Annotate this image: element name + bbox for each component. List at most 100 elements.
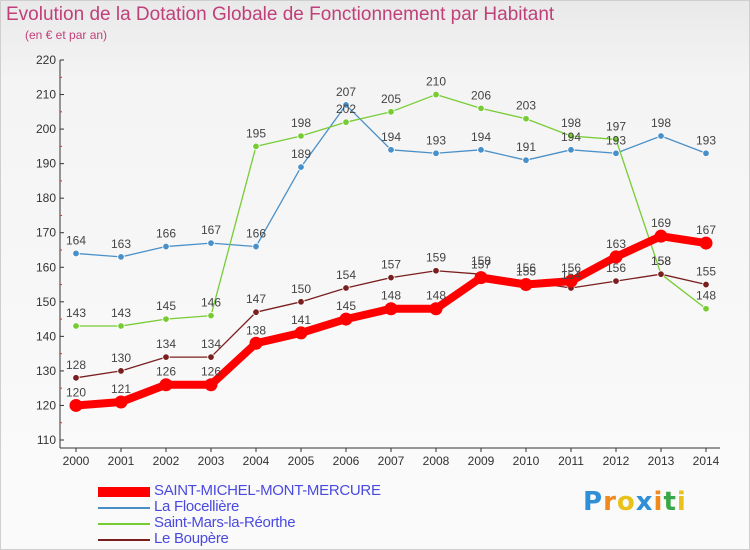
data-label-0: 138 xyxy=(246,323,266,337)
x-tick-label: 2008 xyxy=(423,454,450,468)
y-tick-label: 220 xyxy=(36,53,56,67)
data-label-1: 163 xyxy=(111,237,131,251)
x-tick-label: 2010 xyxy=(513,454,540,468)
data-label-1: 167 xyxy=(201,223,221,237)
series-point-0 xyxy=(654,229,668,243)
series-point-2 xyxy=(72,322,80,330)
series-point-3 xyxy=(72,374,80,382)
series-point-2 xyxy=(117,322,125,330)
logo-letter: P xyxy=(583,487,604,517)
series-point-1 xyxy=(702,149,710,157)
series-point-3 xyxy=(432,267,440,275)
series-point-2 xyxy=(252,142,260,151)
data-label-3: 155 xyxy=(696,265,716,279)
x-tick-label: 2011 xyxy=(558,454,584,468)
chart-title: Evolution de la Dotation Globale de Fonc… xyxy=(6,4,555,25)
series-point-1 xyxy=(252,242,260,251)
series-point-3 xyxy=(162,353,170,361)
legend-swatch xyxy=(98,539,150,541)
series-point-0 xyxy=(339,312,353,326)
data-label-0: 145 xyxy=(336,299,356,313)
series-point-2 xyxy=(432,90,440,99)
x-tick-label: 2001 xyxy=(108,454,135,468)
data-label-0: 169 xyxy=(651,216,671,230)
data-label-1: 189 xyxy=(291,147,311,161)
logo-letter: i xyxy=(676,487,687,517)
x-tick-label: 2013 xyxy=(648,454,675,468)
data-label-0: 167 xyxy=(696,223,716,237)
series-point-0 xyxy=(69,398,83,412)
data-label-1: 164 xyxy=(66,233,86,247)
series-point-1 xyxy=(207,239,215,247)
series-point-1 xyxy=(342,101,350,109)
series-point-0 xyxy=(114,395,128,409)
data-label-2: 210 xyxy=(426,75,446,89)
series-point-1 xyxy=(567,146,575,154)
y-tick-label: 180 xyxy=(36,191,56,205)
series-point-1 xyxy=(162,242,170,251)
x-tick-label: 2004 xyxy=(243,454,270,468)
legend-swatch xyxy=(98,523,150,525)
series-point-0 xyxy=(384,302,398,316)
y-tick-label: 150 xyxy=(36,295,56,309)
logo-letter: t xyxy=(663,487,677,517)
series-line-3 xyxy=(75,270,707,379)
data-label-3: 150 xyxy=(291,282,311,296)
series-point-3 xyxy=(702,280,710,289)
data-label-1: 193 xyxy=(426,133,446,147)
series-point-0 xyxy=(564,274,578,288)
legend-label: Le Boupère xyxy=(154,530,229,547)
logo-letter: r xyxy=(603,487,617,517)
series-point-0 xyxy=(249,336,263,350)
data-label-3: 154 xyxy=(336,268,356,282)
data-label-0: 141 xyxy=(291,313,311,327)
legend-swatch xyxy=(98,487,150,497)
series-point-0 xyxy=(159,378,173,392)
data-label-3: 157 xyxy=(381,258,401,272)
series-point-0 xyxy=(474,271,488,285)
chart-subtitle: (en € et par an) xyxy=(25,28,108,42)
y-tick-label: 130 xyxy=(36,364,56,378)
series-point-3 xyxy=(342,284,350,292)
x-tick-label: 2012 xyxy=(603,454,630,468)
data-label-0: 120 xyxy=(66,385,86,399)
x-tick-label: 2014 xyxy=(693,454,720,468)
data-label-0: 126 xyxy=(156,365,176,379)
data-label-0: 121 xyxy=(111,382,131,396)
series-point-1 xyxy=(612,149,620,157)
series-point-2 xyxy=(387,108,395,116)
series-point-2 xyxy=(567,132,575,140)
data-label-2: 145 xyxy=(156,299,176,313)
legend-swatch xyxy=(98,507,150,509)
data-label-3: 134 xyxy=(156,337,176,351)
series-point-0 xyxy=(609,250,623,264)
y-tick-label: 140 xyxy=(36,329,56,343)
series-point-3 xyxy=(252,308,260,316)
data-label-1: 193 xyxy=(696,133,716,147)
series-point-0 xyxy=(429,302,443,316)
series-point-0 xyxy=(699,236,713,250)
x-tick-label: 2006 xyxy=(333,454,360,468)
series-point-2 xyxy=(162,315,170,323)
data-label-1: 166 xyxy=(246,227,266,241)
series-point-2 xyxy=(522,115,530,123)
data-label-3: 156 xyxy=(516,261,536,275)
series-point-1 xyxy=(657,132,665,140)
data-label-2: 143 xyxy=(66,306,86,320)
data-label-0: 156 xyxy=(561,261,581,275)
data-label-1: 198 xyxy=(651,116,671,130)
x-tick-label: 2003 xyxy=(198,454,225,468)
series-point-2 xyxy=(702,305,710,313)
data-label-2: 203 xyxy=(516,99,536,113)
data-label-2: 198 xyxy=(561,116,581,130)
series-point-1 xyxy=(117,253,125,261)
y-tick-label: 190 xyxy=(36,157,56,171)
series-point-3 xyxy=(297,298,305,306)
x-tick-label: 2002 xyxy=(153,454,180,468)
series-point-1 xyxy=(432,149,440,157)
series-point-0 xyxy=(204,378,218,392)
data-label-3: 156 xyxy=(606,261,626,275)
y-tick-label: 210 xyxy=(36,88,56,102)
series-point-3 xyxy=(657,270,665,278)
